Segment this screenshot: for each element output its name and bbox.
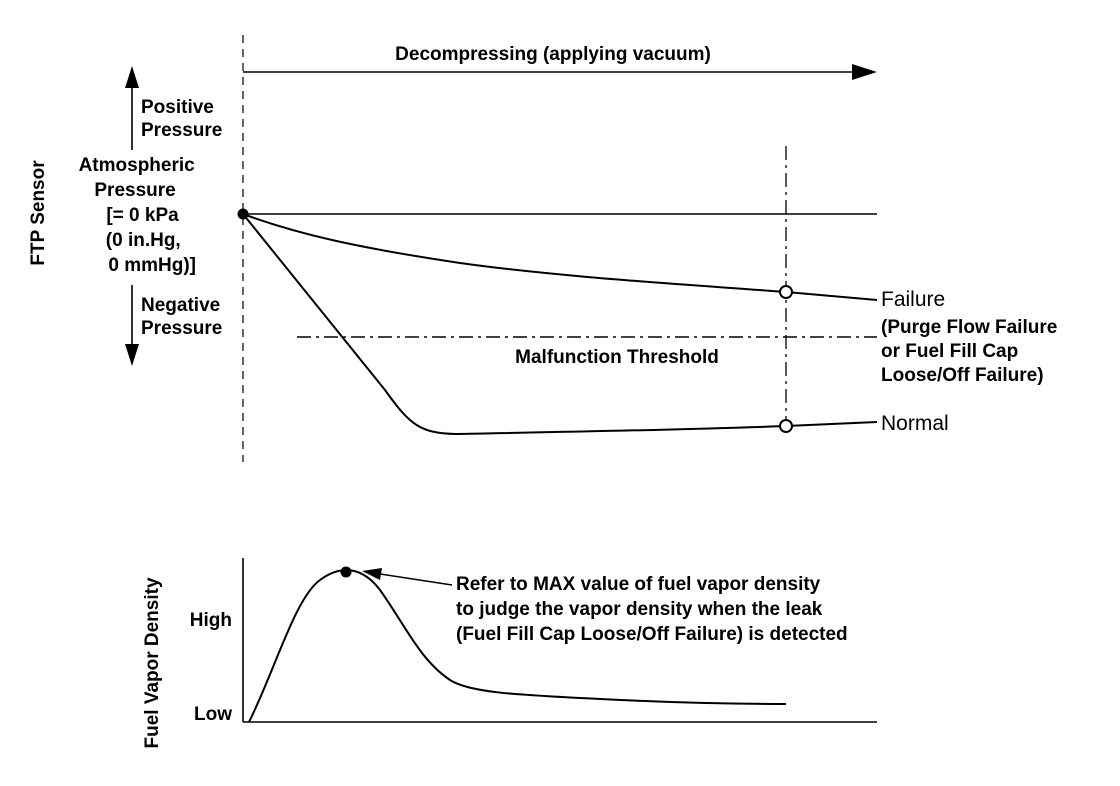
normal-detection-point [779,419,793,433]
max-vapor-point [340,566,352,578]
low-label: Low [194,704,232,725]
failure-curve [242,213,878,301]
high-label: High [190,610,232,631]
malfunction-threshold-label: Malfunction Threshold [515,347,719,368]
positive-pressure-label: Positive Pressure [141,97,222,141]
vapor-density-curve [248,569,787,723]
decompressing-label: Decompressing (applying vacuum) [395,44,711,65]
failure-label: Failure [881,288,945,311]
ftp-sensor-axis-label: FTP Sensor [28,160,49,266]
max-value-annotation: Refer to MAX value of fuel vapor density… [456,574,848,645]
failure-detail-label: (Purge Flow Failure or Fuel Fill Cap Loo… [881,317,1063,386]
failure-detection-point [779,285,793,299]
bottom-chart: Fuel Vapor Density High Low Refer to MAX… [142,558,877,749]
top-chart: Decompressing (applying vacuum) FTP Sens… [28,35,1063,462]
negative-pressure-label: Negative Pressure [141,295,225,339]
normal-curve [242,213,878,436]
positive-pressure-arrowhead [125,66,139,88]
fuel-vapor-density-axis-label: Fuel Vapor Density [142,577,163,748]
annotation-arrowhead [362,568,382,580]
negative-pressure-arrowhead [125,344,139,366]
decompressing-arrowhead [852,64,877,80]
annotation-arrow [379,573,453,586]
atmospheric-pressure-label: Atmospheric Pressure [= 0 kPa (0 in.Hg, … [79,155,200,276]
normal-label: Normal [881,412,949,435]
